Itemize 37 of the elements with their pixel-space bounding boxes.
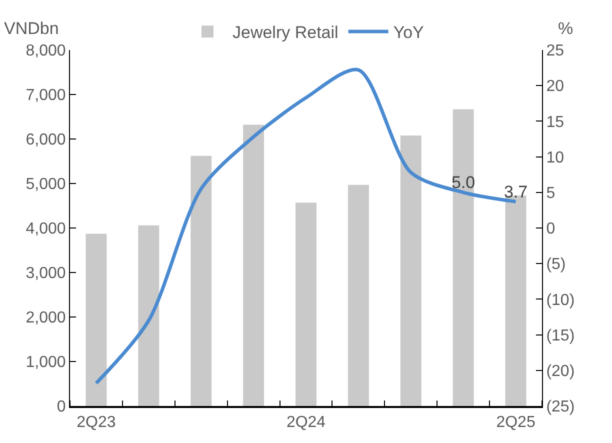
y2-tick-label: 25 xyxy=(546,42,564,60)
y-tick-label: 0 xyxy=(56,398,66,416)
y-tick-label: 6,000 xyxy=(26,132,66,149)
bar xyxy=(348,184,369,406)
legend-label: YoY xyxy=(393,23,424,42)
y2-tick-label: 10 xyxy=(546,149,564,166)
y-tick-label: 3,000 xyxy=(26,265,66,282)
y2-tick-label: 0 xyxy=(546,220,556,238)
y-tick-label: 8,000 xyxy=(26,42,66,60)
y-tick-label: 7,000 xyxy=(26,87,66,104)
bar xyxy=(190,156,212,406)
x-tick-label: 2Q24 xyxy=(286,414,326,431)
y2-tick-label: 15 xyxy=(546,114,564,131)
legend-label: Jewelry Retail xyxy=(232,23,338,42)
bar xyxy=(243,124,264,406)
y-tick-label: 2,000 xyxy=(26,310,66,327)
y-axis-title: VNDbn xyxy=(4,19,59,38)
y-tick-label: 4,000 xyxy=(26,220,66,238)
x-tick-label: 2Q23 xyxy=(76,414,116,431)
y-tick-label: 1,000 xyxy=(26,354,66,372)
bar xyxy=(86,234,107,406)
data-label: 3.7 xyxy=(504,182,528,202)
y-tick-label: 5,000 xyxy=(26,176,66,194)
y2-tick-label: (20) xyxy=(546,363,575,380)
data-label: 5.0 xyxy=(452,173,476,192)
y2-tick-label: (25) xyxy=(546,398,575,416)
y2-tick-label: (15) xyxy=(546,327,575,344)
y2-tick-label: 20 xyxy=(546,78,564,96)
bar xyxy=(296,202,316,406)
bar xyxy=(138,225,160,406)
y2-tick-label: (5) xyxy=(546,256,566,274)
y2-tick-label: (10) xyxy=(546,292,575,309)
x-tick-label: 2Q25 xyxy=(496,414,536,431)
y2-axis-title: % xyxy=(558,19,574,38)
y2-tick-label: 5 xyxy=(546,185,556,202)
bar xyxy=(452,109,474,406)
bar xyxy=(400,135,422,406)
